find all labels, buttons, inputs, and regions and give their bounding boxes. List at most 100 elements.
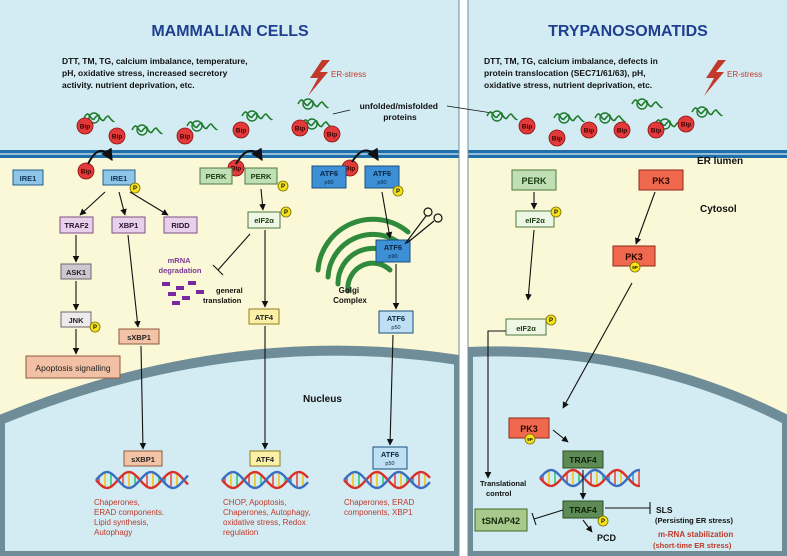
sls-label: SLS xyxy=(656,505,673,515)
apoptosis-signalling-box xyxy=(25,355,121,379)
mrna-stabilization-note: (short-time ER stress) xyxy=(653,541,732,550)
bip-label: Bip xyxy=(584,128,595,135)
bip-label: Bip xyxy=(345,166,356,173)
atf4-outcomes: CHOP, Apoptosis, Chaperones, Autophagy, … xyxy=(223,498,313,537)
mrna-stabilization-label: m-RNA stabilization xyxy=(658,530,733,539)
bip-icon xyxy=(232,121,250,139)
er-stress-label-left: ER-stress xyxy=(331,70,366,79)
bip-label: Bip xyxy=(681,122,692,129)
traf4-node-b xyxy=(562,500,604,519)
dna-strand xyxy=(343,470,431,490)
pcd-label: PCD xyxy=(597,533,617,543)
sxbp1-label: sXBP1 xyxy=(131,455,155,464)
traf2-label: TRAF2 xyxy=(64,221,88,230)
bip-icon xyxy=(647,121,665,139)
bip-label: Bip xyxy=(180,134,191,141)
bip-group: Bip Bip Bip Bip Bip Bip Bip Bip Bip Bip Bip Bip Bip B… xyxy=(76,115,695,180)
golgi-label: Golgi Complex xyxy=(333,286,367,305)
bip-icon xyxy=(291,119,309,137)
dna-strand xyxy=(539,468,640,488)
phospho-markers: P P P P P P P 9P 9P P xyxy=(89,180,641,527)
bip-label: Bip xyxy=(236,128,247,135)
panel-divider xyxy=(459,0,468,556)
perk-label: PERK xyxy=(206,172,227,181)
atf6-p50-node xyxy=(378,310,414,334)
ridd-node xyxy=(163,216,198,234)
general-translation-label: general translation xyxy=(203,286,245,305)
phosphate-icon xyxy=(277,180,289,192)
unfolded-proteins-label: unfolded/misfolded proteins xyxy=(360,101,441,122)
phosphate-label: P xyxy=(281,184,285,190)
bip-icon xyxy=(77,162,95,180)
atf6-outcomes: Chaperones, ERAD components, XBP1 xyxy=(344,498,417,517)
perk-label: PERK xyxy=(251,172,272,181)
er-lumen-label: ER lumen xyxy=(697,156,743,167)
phosphate-label: P xyxy=(133,186,137,192)
dna-helix-group xyxy=(95,468,640,490)
tsnap42-label: tSNAP42 xyxy=(482,516,520,526)
ask1-label: ASK1 xyxy=(66,268,86,277)
sxbp1-node-nucleus xyxy=(123,450,163,467)
sls-note: (Persisting ER stress) xyxy=(655,516,733,525)
mrna-fragments xyxy=(162,281,204,305)
bip-icon xyxy=(176,127,194,145)
bip-label: Bip xyxy=(231,166,242,173)
pathway-arrows-left xyxy=(72,188,400,450)
dna-strand xyxy=(343,470,431,490)
ire1-box-b xyxy=(102,169,136,186)
atf6-node-golgi xyxy=(375,239,411,263)
nucleus-left xyxy=(0,345,459,556)
jnk-label: JNK xyxy=(68,316,84,325)
phosphate-icon xyxy=(89,321,101,333)
phosphate-icon xyxy=(550,206,562,218)
perk-box-b xyxy=(244,167,278,185)
misfolded-protein-icon xyxy=(302,98,314,110)
atf6-box-b xyxy=(364,165,400,189)
sxbp1-label: sXBP1 xyxy=(127,333,151,342)
bip-icon xyxy=(613,121,631,139)
phosphate-icon xyxy=(129,182,141,194)
phosphate-label: 9P xyxy=(527,437,533,442)
eif2a-node-left xyxy=(247,211,281,229)
phosphate-icon xyxy=(545,314,557,326)
xbp1-label: XBP1 xyxy=(119,221,139,230)
eif2a-node-tryp-a xyxy=(515,210,555,228)
xbp1-node xyxy=(111,216,146,234)
bip-label: Bip xyxy=(80,124,91,131)
scissors-icon xyxy=(404,207,443,245)
eif2a-label: eIF2α xyxy=(254,216,274,225)
sxbp1-outcomes: Chaperones, ERAD components. Lipid synth… xyxy=(94,498,167,537)
bip-label: Bip xyxy=(81,169,92,176)
atf4-label: ATF4 xyxy=(255,313,274,322)
misfolded-protein-icon xyxy=(136,124,148,136)
bip-label: Bip xyxy=(112,134,123,141)
er-stress-label-right: ER-stress xyxy=(727,70,762,79)
dna-strand xyxy=(539,468,640,488)
misfolded-protein-icon xyxy=(191,120,203,132)
atf6-label: ATF6 xyxy=(320,169,338,178)
eif2a-label: eIF2α xyxy=(516,324,536,333)
bip-label: Bip xyxy=(617,128,628,135)
pk3-box-membrane xyxy=(638,169,684,191)
eif2a-node-tryp-b xyxy=(505,318,547,336)
dna-strand xyxy=(95,470,189,490)
atf4-node-cytosol xyxy=(248,308,280,325)
mrna-degradation-label: mRNA degradation xyxy=(159,256,202,275)
lightning-icon xyxy=(308,60,330,96)
atf6-label: ATF6 xyxy=(387,314,405,323)
misfolded-protein-icon xyxy=(636,98,648,110)
atf6-p50-node-nucleus xyxy=(372,446,408,470)
phosphate-icon xyxy=(629,261,641,273)
ire1-label: IRE1 xyxy=(20,174,37,183)
tsnap42-node xyxy=(474,508,528,532)
phosphate-label: P xyxy=(549,318,553,324)
atf6-p90-label: p90 xyxy=(388,254,397,260)
phosphate-icon xyxy=(524,433,536,445)
traf4-label: TRAF4 xyxy=(569,455,597,465)
phosphate-label: P xyxy=(284,210,288,216)
eif2a-label: eIF2α xyxy=(525,216,545,225)
perk-box-tryp xyxy=(511,169,557,191)
phosphate-label: P xyxy=(93,325,97,331)
translational-control-label: Translational control xyxy=(480,479,528,498)
